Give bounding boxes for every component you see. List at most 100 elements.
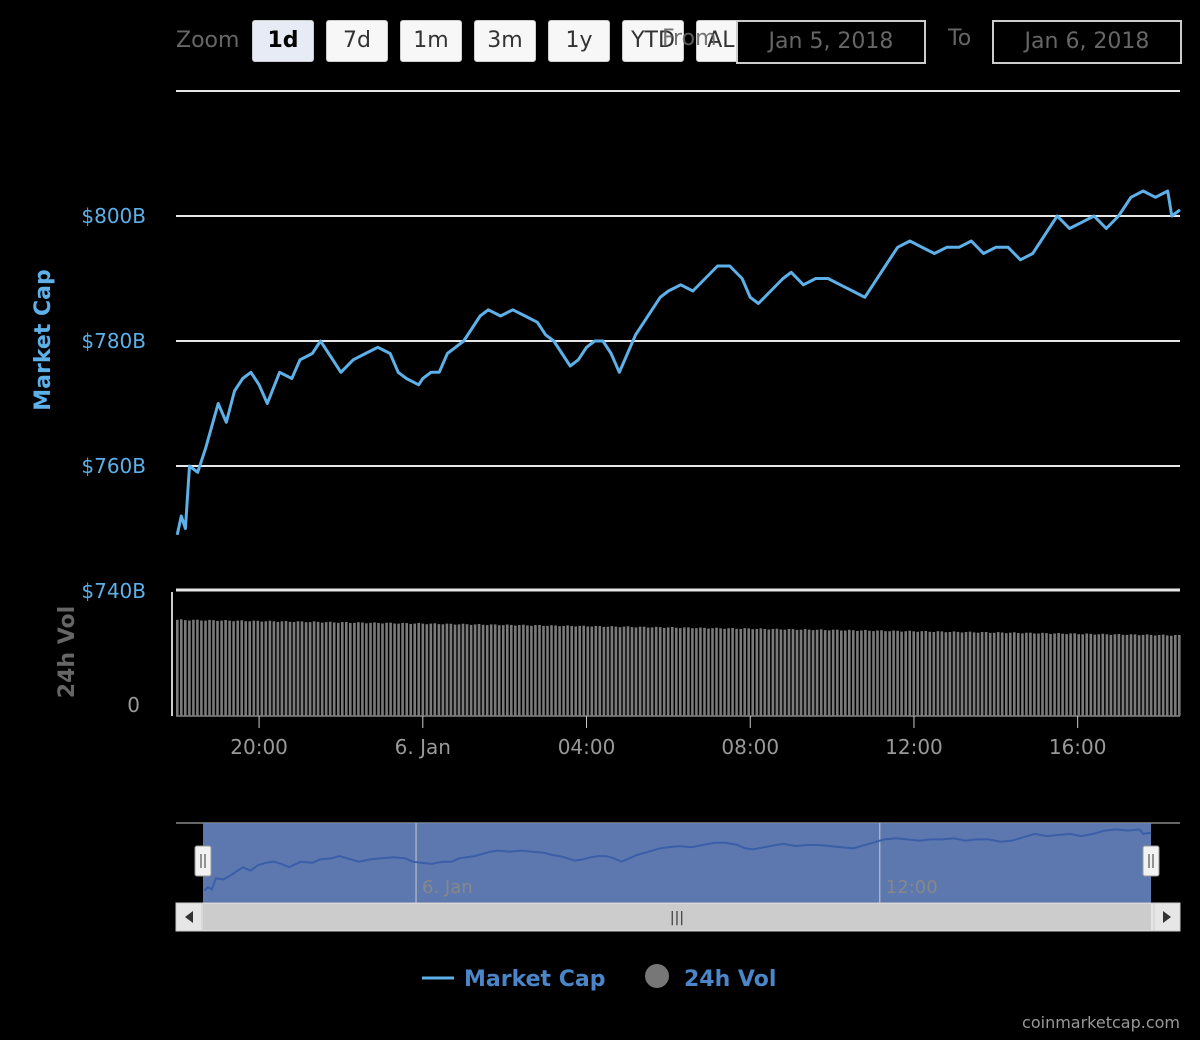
volume-bar: [912, 631, 915, 716]
volume-bar: [932, 632, 936, 716]
volume-bar: [224, 620, 227, 716]
zoom-7d-button[interactable]: 7d: [326, 20, 388, 62]
volume-bar: [1017, 633, 1020, 716]
y-tick-label: $780B: [81, 329, 146, 353]
volume-bar: [944, 632, 948, 716]
legend-item-market-cap[interactable]: Market Cap: [422, 967, 605, 992]
to-date-input[interactable]: Jan 6, 2018: [992, 20, 1182, 64]
legend-label-24h-vol: 24h Vol: [684, 967, 776, 992]
zoom-1y-button[interactable]: 1y: [548, 20, 610, 62]
navigator-right-handle[interactable]: [1142, 845, 1160, 877]
volume-bar: [441, 624, 445, 716]
volume-bar: [896, 630, 899, 716]
volume-bar: [1141, 635, 1145, 716]
navigator[interactable]: 6. Jan 12:00: [176, 822, 1180, 903]
volume-bar: [803, 629, 807, 716]
volume-bar: [425, 624, 429, 716]
volume-bar: [349, 622, 352, 716]
volume-bar: [208, 619, 211, 716]
legend-item-24h-vol[interactable]: 24h Vol: [645, 964, 776, 992]
volume-bar: [228, 620, 231, 716]
volume-bar: [417, 623, 420, 716]
volume-bar: [679, 628, 682, 716]
volume-bar: [582, 625, 585, 716]
volume-bar: [763, 629, 767, 716]
volume-bar: [848, 629, 851, 716]
volume-bar: [236, 620, 239, 716]
volume-bar: [252, 620, 256, 716]
volume-bar: [711, 628, 714, 716]
scrollbar[interactable]: |||: [175, 902, 1181, 932]
volume-bar: [296, 621, 300, 716]
volume-bar: [332, 622, 336, 716]
volume-bar: [1065, 634, 1068, 716]
volume-bar: [590, 626, 594, 716]
volume-bar: [888, 631, 891, 716]
volume-bar: [373, 622, 376, 716]
volume-bar: [1013, 632, 1016, 716]
zoom-1m-button[interactable]: 1m: [400, 20, 462, 62]
volume-bar: [739, 628, 742, 716]
volume-bar: [872, 631, 875, 716]
volume-bar: [791, 629, 795, 716]
volume-bar: [381, 623, 384, 716]
x-tick-label: 08:00: [721, 735, 779, 759]
volume-bar: [272, 621, 276, 716]
volume-bar: [860, 630, 863, 716]
volume-bar: [952, 631, 956, 716]
volume-bar: [799, 629, 803, 716]
volume-bar: [964, 632, 968, 716]
volume-bar: [570, 626, 573, 716]
volume-bar: [546, 625, 549, 716]
volume-bar: [767, 629, 771, 716]
volume-bar: [389, 622, 392, 716]
legend: Market Cap 24h Vol: [422, 964, 776, 992]
navigator-selection[interactable]: [203, 823, 1151, 903]
zoom-ytd-button[interactable]: YTD: [622, 20, 684, 62]
volume-bar: [715, 627, 718, 716]
volume-bar: [369, 622, 372, 716]
volume-bar: [646, 627, 650, 716]
volume-bar: [980, 632, 984, 716]
volume-bar: [184, 620, 187, 716]
volume-bar: [554, 625, 557, 716]
volume-bar: [831, 629, 835, 716]
volume-bar: [618, 627, 622, 716]
credit-link[interactable]: coinmarketcap.com: [1022, 1013, 1180, 1032]
volume-bar: [904, 631, 907, 716]
volume-bar: [522, 624, 525, 716]
volume-bar: [1025, 632, 1028, 716]
volume-bar: [610, 626, 614, 716]
volume-bar: [606, 626, 610, 716]
volume-bar: [650, 627, 654, 716]
volume-bar: [550, 625, 553, 716]
arrow-right-icon: [1163, 911, 1171, 923]
volume-bar: [1097, 634, 1101, 716]
zoom-1d-button[interactable]: 1d: [252, 20, 314, 62]
volume-bar: [972, 632, 976, 716]
scrollbar-thumb[interactable]: [203, 904, 1151, 930]
volume-bar: [445, 623, 449, 716]
volume-bar: [658, 627, 662, 716]
volume-bar: [900, 631, 903, 716]
volume-bar: [530, 625, 533, 716]
volume-bar: [534, 625, 537, 716]
navigator-left-handle[interactable]: [194, 845, 212, 877]
volume-bar: [276, 621, 280, 716]
volume-bar: [465, 624, 469, 716]
to-label: To: [948, 26, 972, 51]
volume-bar: [948, 632, 952, 716]
volume-bar: [638, 626, 642, 716]
from-date-input[interactable]: Jan 5, 2018: [736, 20, 926, 64]
volume-bar: [562, 625, 565, 716]
volume-bar: [823, 630, 827, 716]
zoom-3m-button[interactable]: 3m: [474, 20, 536, 62]
volume-bar: [662, 627, 666, 716]
volume-bar: [836, 629, 839, 716]
x-tick-label: 20:00: [230, 735, 288, 759]
volume-bar: [988, 632, 992, 716]
volume-bar: [892, 630, 895, 716]
volume-bar: [759, 628, 763, 716]
volume-bar: [292, 622, 296, 716]
volume-bar: [751, 629, 754, 716]
